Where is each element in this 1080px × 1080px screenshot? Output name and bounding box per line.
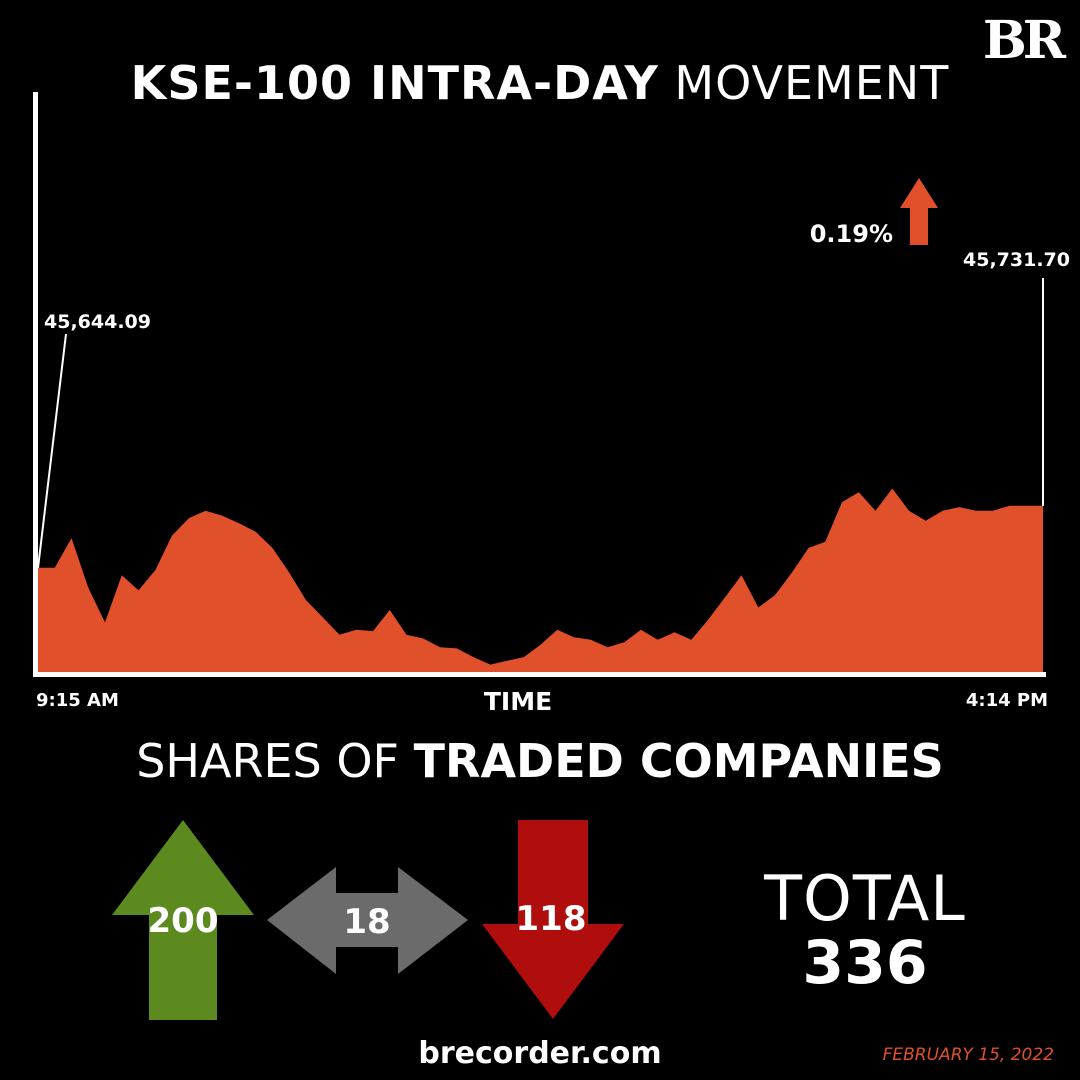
breadth-title-bold: TRADED COMPANIES [413,734,944,788]
x-start-label: 9:15 AM [36,690,119,711]
change-up-arrow-icon [900,178,938,245]
advanced-up-arrow [112,820,254,1020]
breadth-arrows: 200 18 118 [112,820,624,1020]
x-axis-title: TIME [484,687,552,716]
x-end-label: 4:14 PM [966,690,1048,711]
y-axis-line [33,92,38,676]
series-area [38,488,1043,672]
br-logo: BR [982,10,1066,71]
advanced-count: 200 [148,901,219,941]
title-light: MOVEMENT [674,56,950,110]
unchanged-count: 18 [343,902,390,942]
open-leader-line [37,333,67,568]
open-value-label: 45,644.09 [44,311,151,333]
total-value: 336 [802,928,928,998]
breadth-title-light: SHARES OF [136,734,400,788]
breadth-title: SHARES OF TRADED COMPANIES [0,734,1080,788]
chart-title: KSE-100 INTRA-DAY MOVEMENT [0,56,1080,110]
total-label: TOTAL [764,862,966,935]
unchanged-double-arrow [267,867,468,974]
website-link[interactable]: brecorder.com [418,1036,662,1071]
declined-count: 118 [516,899,587,939]
change-percent-label: 0.19% [810,220,893,248]
x-axis-line [33,672,1046,677]
title-bold: KSE-100 INTRA-DAY [130,56,659,110]
declined-down-arrow [482,820,624,1019]
close-value-label: 45,731.70 [963,249,1070,271]
date-label: FEBRUARY 15, 2022 [882,1045,1054,1065]
intraday-area-chart: 45,644.09 45,731.70 0.19% 9:15 AM 4:14 PM TIM… [33,92,1070,716]
